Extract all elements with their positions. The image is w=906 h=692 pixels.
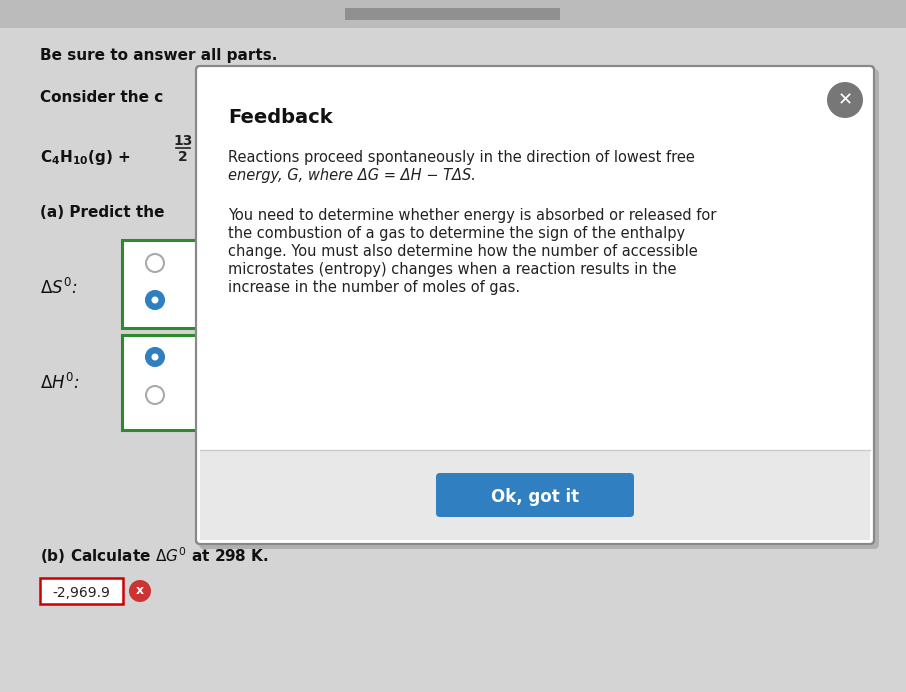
- Text: You need to determine whether energy is absorbed or released for: You need to determine whether energy is …: [228, 208, 717, 223]
- Circle shape: [129, 580, 151, 602]
- FancyBboxPatch shape: [0, 28, 906, 692]
- Circle shape: [827, 82, 863, 118]
- FancyBboxPatch shape: [122, 335, 200, 430]
- Text: ✕: ✕: [837, 91, 853, 109]
- Text: energy, G, where ΔG = ΔH − TΔS.: energy, G, where ΔG = ΔH − TΔS.: [228, 168, 476, 183]
- Circle shape: [151, 296, 159, 304]
- Text: (b) Calculate $\Delta G^{0}$ at 298 K.: (b) Calculate $\Delta G^{0}$ at 298 K.: [40, 545, 269, 565]
- Circle shape: [146, 291, 164, 309]
- Text: microstates (entropy) changes when a reaction results in the: microstates (entropy) changes when a rea…: [228, 262, 677, 277]
- FancyBboxPatch shape: [200, 450, 870, 540]
- Text: $\Delta H^{0}$:: $\Delta H^{0}$:: [40, 373, 79, 393]
- Text: 13: 13: [173, 134, 193, 148]
- Text: (a) Predict the: (a) Predict the: [40, 205, 165, 220]
- Text: $\mathbf{C_4H_{10}(g)}$ $\mathbf{+}$: $\mathbf{C_4H_{10}(g)}$ $\mathbf{+}$: [40, 148, 130, 167]
- Text: increase in the number of moles of gas.: increase in the number of moles of gas.: [228, 280, 520, 295]
- Circle shape: [151, 354, 159, 361]
- Text: -2,969.9: -2,969.9: [53, 586, 111, 600]
- FancyBboxPatch shape: [199, 69, 879, 549]
- Text: Ok, got it: Ok, got it: [491, 488, 579, 506]
- Text: Consider the c: Consider the c: [40, 90, 163, 105]
- Text: Be sure to answer all parts.: Be sure to answer all parts.: [40, 48, 277, 63]
- FancyBboxPatch shape: [40, 578, 123, 604]
- FancyBboxPatch shape: [196, 66, 874, 544]
- FancyBboxPatch shape: [0, 0, 906, 28]
- Circle shape: [146, 348, 164, 366]
- Text: $\Delta S^{0}$:: $\Delta S^{0}$:: [40, 278, 77, 298]
- FancyBboxPatch shape: [436, 473, 634, 517]
- Text: Reactions proceed spontaneously in the direction of lowest free: Reactions proceed spontaneously in the d…: [228, 150, 695, 165]
- Text: the combustion of a gas to determine the sign of the enthalpy: the combustion of a gas to determine the…: [228, 226, 685, 241]
- Text: x: x: [136, 585, 144, 597]
- Text: change. You must also determine how the number of accessible: change. You must also determine how the …: [228, 244, 698, 259]
- Text: Feedback: Feedback: [228, 108, 333, 127]
- FancyBboxPatch shape: [122, 240, 200, 328]
- Text: 2: 2: [178, 150, 188, 164]
- FancyBboxPatch shape: [345, 8, 560, 20]
